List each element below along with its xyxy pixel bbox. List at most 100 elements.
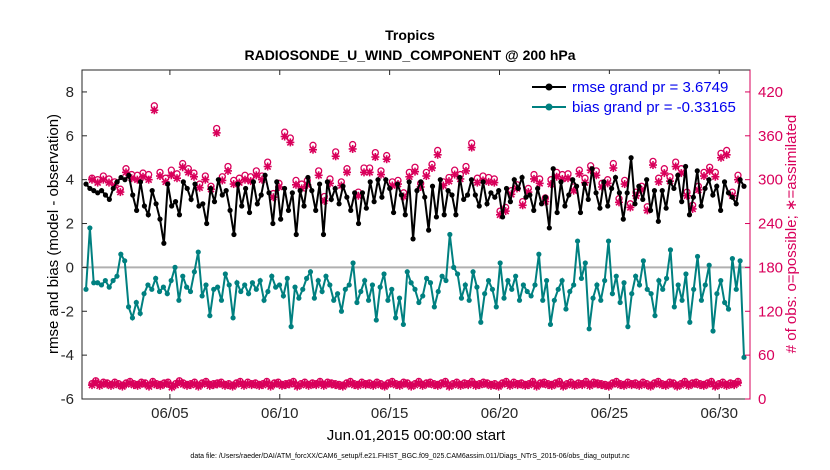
bias-point xyxy=(424,275,430,281)
obs-assimilated-marker xyxy=(343,168,351,177)
bias-point xyxy=(207,313,213,319)
bias-point xyxy=(304,275,310,281)
obs-assimilated-stroke xyxy=(173,174,181,182)
rmse-point xyxy=(106,196,112,203)
y-right-tick-label: 420 xyxy=(758,84,783,101)
rmse-point xyxy=(118,174,124,181)
rmse-point xyxy=(243,185,249,192)
rmse-point xyxy=(729,194,735,200)
rmse-point xyxy=(254,201,260,207)
obs-assimilated-low-stroke xyxy=(92,378,100,386)
bias-point xyxy=(501,295,507,301)
obs-assimilated-stroke xyxy=(519,201,527,209)
rmse-point xyxy=(250,179,257,185)
obs-assimilated-low-stroke xyxy=(191,380,199,388)
obs-assimilated-stroke xyxy=(536,179,544,187)
obs-assimilated-stroke xyxy=(133,176,141,184)
obs-assimilated-stroke xyxy=(604,179,612,187)
legend: rmse grand pr = 3.6749 bias grand pr = -… xyxy=(526,74,744,120)
bias-point xyxy=(652,313,658,319)
rmse-point xyxy=(546,225,552,231)
bias-point xyxy=(621,280,627,286)
y-left-tick-label: -2 xyxy=(61,303,74,320)
obs-assimilated-marker xyxy=(377,170,385,179)
obs-assimilated-stroke xyxy=(360,168,368,176)
bias-point xyxy=(524,288,530,295)
obs-assimilated-low-stroke xyxy=(111,380,119,388)
bias-point xyxy=(145,282,151,288)
obs-assimilated-low-stroke xyxy=(141,380,149,388)
bias-point xyxy=(722,299,728,306)
bias-point xyxy=(319,288,325,295)
bias-point xyxy=(257,277,263,284)
bias-point xyxy=(172,264,178,270)
rmse-point xyxy=(196,203,202,209)
obs-assimilated-low-stroke xyxy=(441,379,449,387)
rmse-point xyxy=(706,177,712,183)
rmse-point xyxy=(278,216,284,222)
obs-assimilated-stroke xyxy=(711,173,719,181)
obs-assimilated-low-stroke xyxy=(483,380,491,388)
bias-point xyxy=(547,321,554,328)
obs-assimilated-low-stroke xyxy=(491,381,499,389)
rmse-point xyxy=(686,212,693,218)
bias-point xyxy=(226,282,232,288)
bias-point xyxy=(679,297,685,303)
rmse-series-layer xyxy=(83,155,747,246)
bias-point xyxy=(694,253,701,260)
obs-assimilated-low-stroke xyxy=(582,379,590,387)
bias-point xyxy=(199,293,205,299)
rmse-point xyxy=(348,207,354,213)
obs-assimilated-low-stroke xyxy=(244,380,252,388)
bias-point xyxy=(296,295,302,301)
obs-assimilated-marker xyxy=(348,144,357,153)
y-right-tick-label: 0 xyxy=(758,391,766,408)
rmse-point xyxy=(597,205,603,211)
obs-assimilated-low-stroke xyxy=(316,379,324,387)
bias-point xyxy=(733,286,739,292)
obs-assimilated-stroke xyxy=(241,176,249,184)
obs-assimilated-low-stroke xyxy=(517,380,525,388)
bias-point xyxy=(582,260,588,266)
rmse-point xyxy=(609,185,615,192)
x-tick-label: 06/25 xyxy=(591,405,629,422)
rmse-point xyxy=(464,192,471,198)
bias-point xyxy=(609,291,616,297)
rmse-point xyxy=(441,212,447,218)
rmse-point xyxy=(262,172,268,178)
bias-point xyxy=(633,273,639,279)
bias-point xyxy=(91,280,97,286)
y-left-tick-label: -4 xyxy=(61,347,74,364)
bias-point xyxy=(369,282,376,288)
bias-point xyxy=(454,271,461,277)
rmse-point xyxy=(698,203,704,209)
rmse-point xyxy=(402,212,408,218)
rmse-point xyxy=(725,190,732,196)
obs-assimilated-low-stroke xyxy=(217,380,225,388)
bias-point xyxy=(485,277,492,284)
bias-point xyxy=(470,269,476,275)
rmse-point xyxy=(500,214,506,220)
rmse-point xyxy=(134,207,140,213)
rmse-point xyxy=(87,185,93,192)
rmse-point xyxy=(387,185,393,192)
bias-point xyxy=(129,315,136,321)
rmse-point xyxy=(694,168,700,174)
obs-assimilated-low-stroke xyxy=(567,380,575,388)
obs-assimilated-stroke xyxy=(190,173,198,181)
bias-point xyxy=(698,297,705,303)
obs-assimilated-marker xyxy=(422,172,431,181)
obs-assimilated-stroke xyxy=(428,164,436,172)
obs-assimilated-stroke xyxy=(150,106,158,114)
bias-point xyxy=(516,297,523,303)
rmse-point xyxy=(231,231,237,238)
rmse-point xyxy=(566,192,572,198)
x-tick-label: 06/10 xyxy=(261,405,299,422)
obs-assimilated-marker xyxy=(467,143,476,152)
rmse-point xyxy=(651,188,658,194)
obs-assimilated-marker xyxy=(535,179,544,188)
obs-assimilated-marker xyxy=(280,132,289,141)
rmse-point xyxy=(585,196,591,203)
bias-point xyxy=(358,288,364,295)
